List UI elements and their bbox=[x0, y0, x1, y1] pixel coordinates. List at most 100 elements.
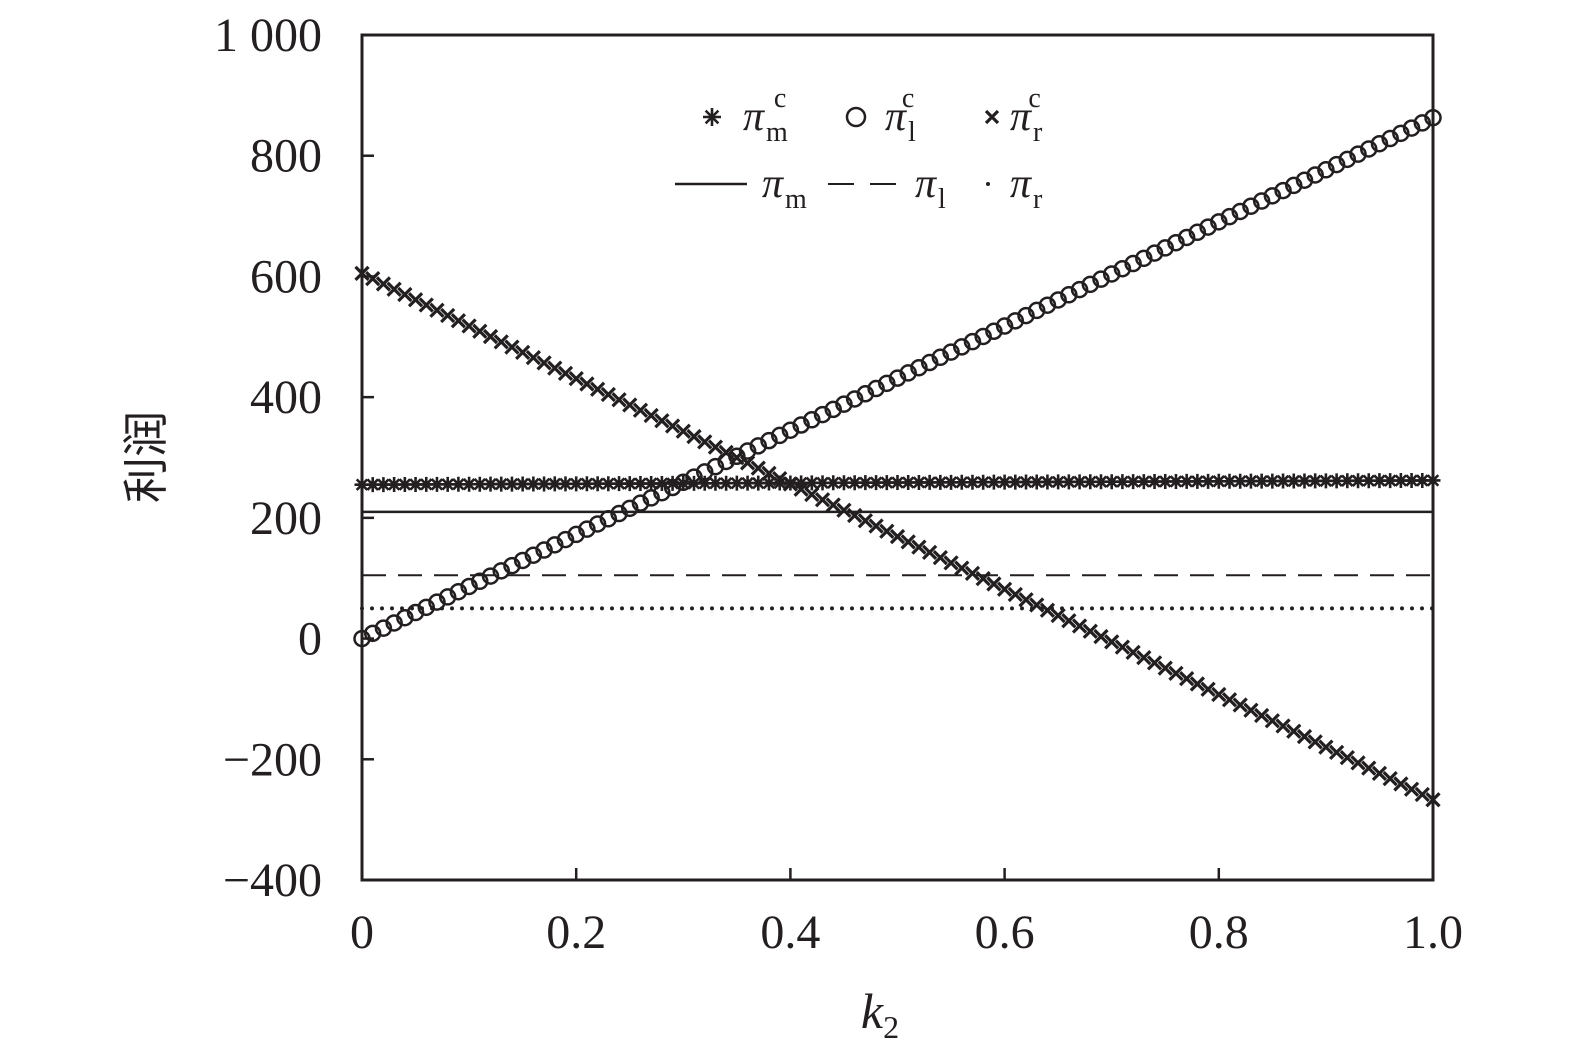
y-axis-ticks: −400 −200 0 200 400 600 800 1 000 bbox=[214, 9, 374, 907]
series-2-point bbox=[932, 549, 948, 566]
series-1-point bbox=[524, 546, 543, 564]
series-2-point bbox=[1296, 728, 1313, 745]
legend-label-sup: c bbox=[1028, 83, 1040, 114]
series-1-point bbox=[1263, 187, 1282, 205]
series-1-point bbox=[1285, 176, 1303, 195]
series-2-point bbox=[1179, 671, 1195, 687]
series-2-point bbox=[600, 386, 616, 403]
series-2-point bbox=[739, 455, 756, 471]
series-0-point bbox=[825, 475, 841, 491]
series-1-point bbox=[856, 385, 875, 403]
series-0-point bbox=[868, 475, 884, 491]
legend-label-sub: l bbox=[908, 117, 916, 148]
series-0-point bbox=[665, 475, 681, 491]
series-0-point bbox=[675, 475, 691, 491]
legend-label-sub: m bbox=[785, 184, 807, 215]
series-2-point bbox=[1007, 586, 1023, 603]
legend-label-3: πm bbox=[762, 161, 807, 215]
series-1-point bbox=[546, 536, 564, 554]
series-2-point bbox=[493, 334, 509, 350]
series-1-point bbox=[685, 468, 703, 486]
series-1-point bbox=[695, 463, 714, 481]
series-0-point bbox=[1275, 473, 1291, 489]
series-0-point bbox=[632, 476, 648, 492]
series-1-point bbox=[1081, 275, 1100, 294]
series-2-point bbox=[857, 513, 874, 529]
series-1-point bbox=[942, 343, 960, 361]
x-tick-label: 1.0 bbox=[1403, 906, 1463, 959]
series-0-point bbox=[804, 475, 820, 491]
series-0-point bbox=[1350, 473, 1366, 489]
series-0-point bbox=[1318, 473, 1334, 489]
series-0-point bbox=[1072, 474, 1088, 490]
series-2-point bbox=[996, 581, 1013, 597]
series-1-point bbox=[706, 457, 725, 476]
series-1-point bbox=[953, 338, 971, 356]
series-0-point bbox=[1222, 473, 1238, 489]
series-1-point bbox=[1349, 145, 1367, 163]
series-1-point bbox=[995, 317, 1014, 335]
series-1-point bbox=[1027, 301, 1046, 320]
series-0-point bbox=[836, 475, 852, 491]
series-1-point bbox=[835, 395, 853, 413]
series-1-point bbox=[385, 614, 403, 632]
legend-label-main: π bbox=[1010, 161, 1032, 207]
series-0-point bbox=[761, 475, 777, 491]
series-0-point bbox=[611, 476, 627, 492]
series-2-point bbox=[814, 492, 831, 508]
series-2-point bbox=[440, 307, 456, 324]
series-0-point bbox=[911, 474, 927, 490]
series-1-point bbox=[578, 520, 596, 538]
series-0-point bbox=[1264, 473, 1280, 489]
series-2-point bbox=[1104, 634, 1120, 650]
series-0-point bbox=[922, 474, 938, 490]
series-2-point bbox=[1371, 765, 1388, 782]
series-0-point bbox=[1296, 473, 1312, 489]
legend-label-4: πl bbox=[915, 161, 946, 215]
series-2-point bbox=[1071, 618, 1088, 634]
series-0-point bbox=[408, 476, 424, 492]
series-2-point bbox=[1168, 665, 1184, 682]
series-0-point bbox=[397, 476, 413, 492]
y-tick-label: 0 bbox=[298, 613, 322, 666]
series-2-point bbox=[482, 328, 499, 345]
series-2-point bbox=[1125, 644, 1141, 660]
series-0-point bbox=[1082, 474, 1098, 490]
series-1 bbox=[353, 108, 1442, 648]
series-2-point bbox=[782, 476, 799, 492]
series-2-point bbox=[365, 271, 381, 287]
series-2-point bbox=[1403, 781, 1420, 797]
series-0-point bbox=[740, 475, 756, 491]
y-tick-label: −400 bbox=[223, 854, 322, 907]
legend-label-main: π bbox=[915, 161, 937, 207]
series-1-point bbox=[438, 588, 457, 606]
series-0-point bbox=[975, 474, 991, 490]
series-0-point bbox=[1136, 474, 1152, 490]
legend-label-main: π bbox=[885, 94, 907, 140]
series-2-point bbox=[1307, 734, 1323, 750]
series-1-point bbox=[974, 327, 992, 346]
series-2-point bbox=[1211, 686, 1227, 703]
series-2-point bbox=[1350, 755, 1366, 771]
series-2-point bbox=[461, 318, 477, 334]
legend-label-sub: m bbox=[766, 117, 788, 148]
series-1-point bbox=[1070, 280, 1089, 299]
series-2-point bbox=[1243, 702, 1259, 718]
series-1-point bbox=[1402, 119, 1421, 137]
series-0-point bbox=[1168, 473, 1184, 489]
series-1-point bbox=[374, 619, 393, 637]
y-tick-label: 200 bbox=[250, 492, 322, 545]
series-2-point bbox=[1050, 607, 1066, 624]
series-2-point bbox=[632, 402, 649, 418]
series-1-point bbox=[556, 530, 575, 549]
series-0-point bbox=[515, 476, 531, 492]
series-0-point bbox=[568, 476, 584, 492]
series-0-point bbox=[707, 475, 723, 491]
series-0-point bbox=[365, 477, 381, 493]
series-1-point bbox=[663, 478, 682, 497]
series-0-point bbox=[964, 474, 980, 490]
series-1-point bbox=[417, 598, 436, 617]
legend-label-1: πlc bbox=[885, 83, 916, 148]
series-2-point bbox=[675, 423, 691, 439]
y-tick-label: 600 bbox=[250, 250, 322, 303]
